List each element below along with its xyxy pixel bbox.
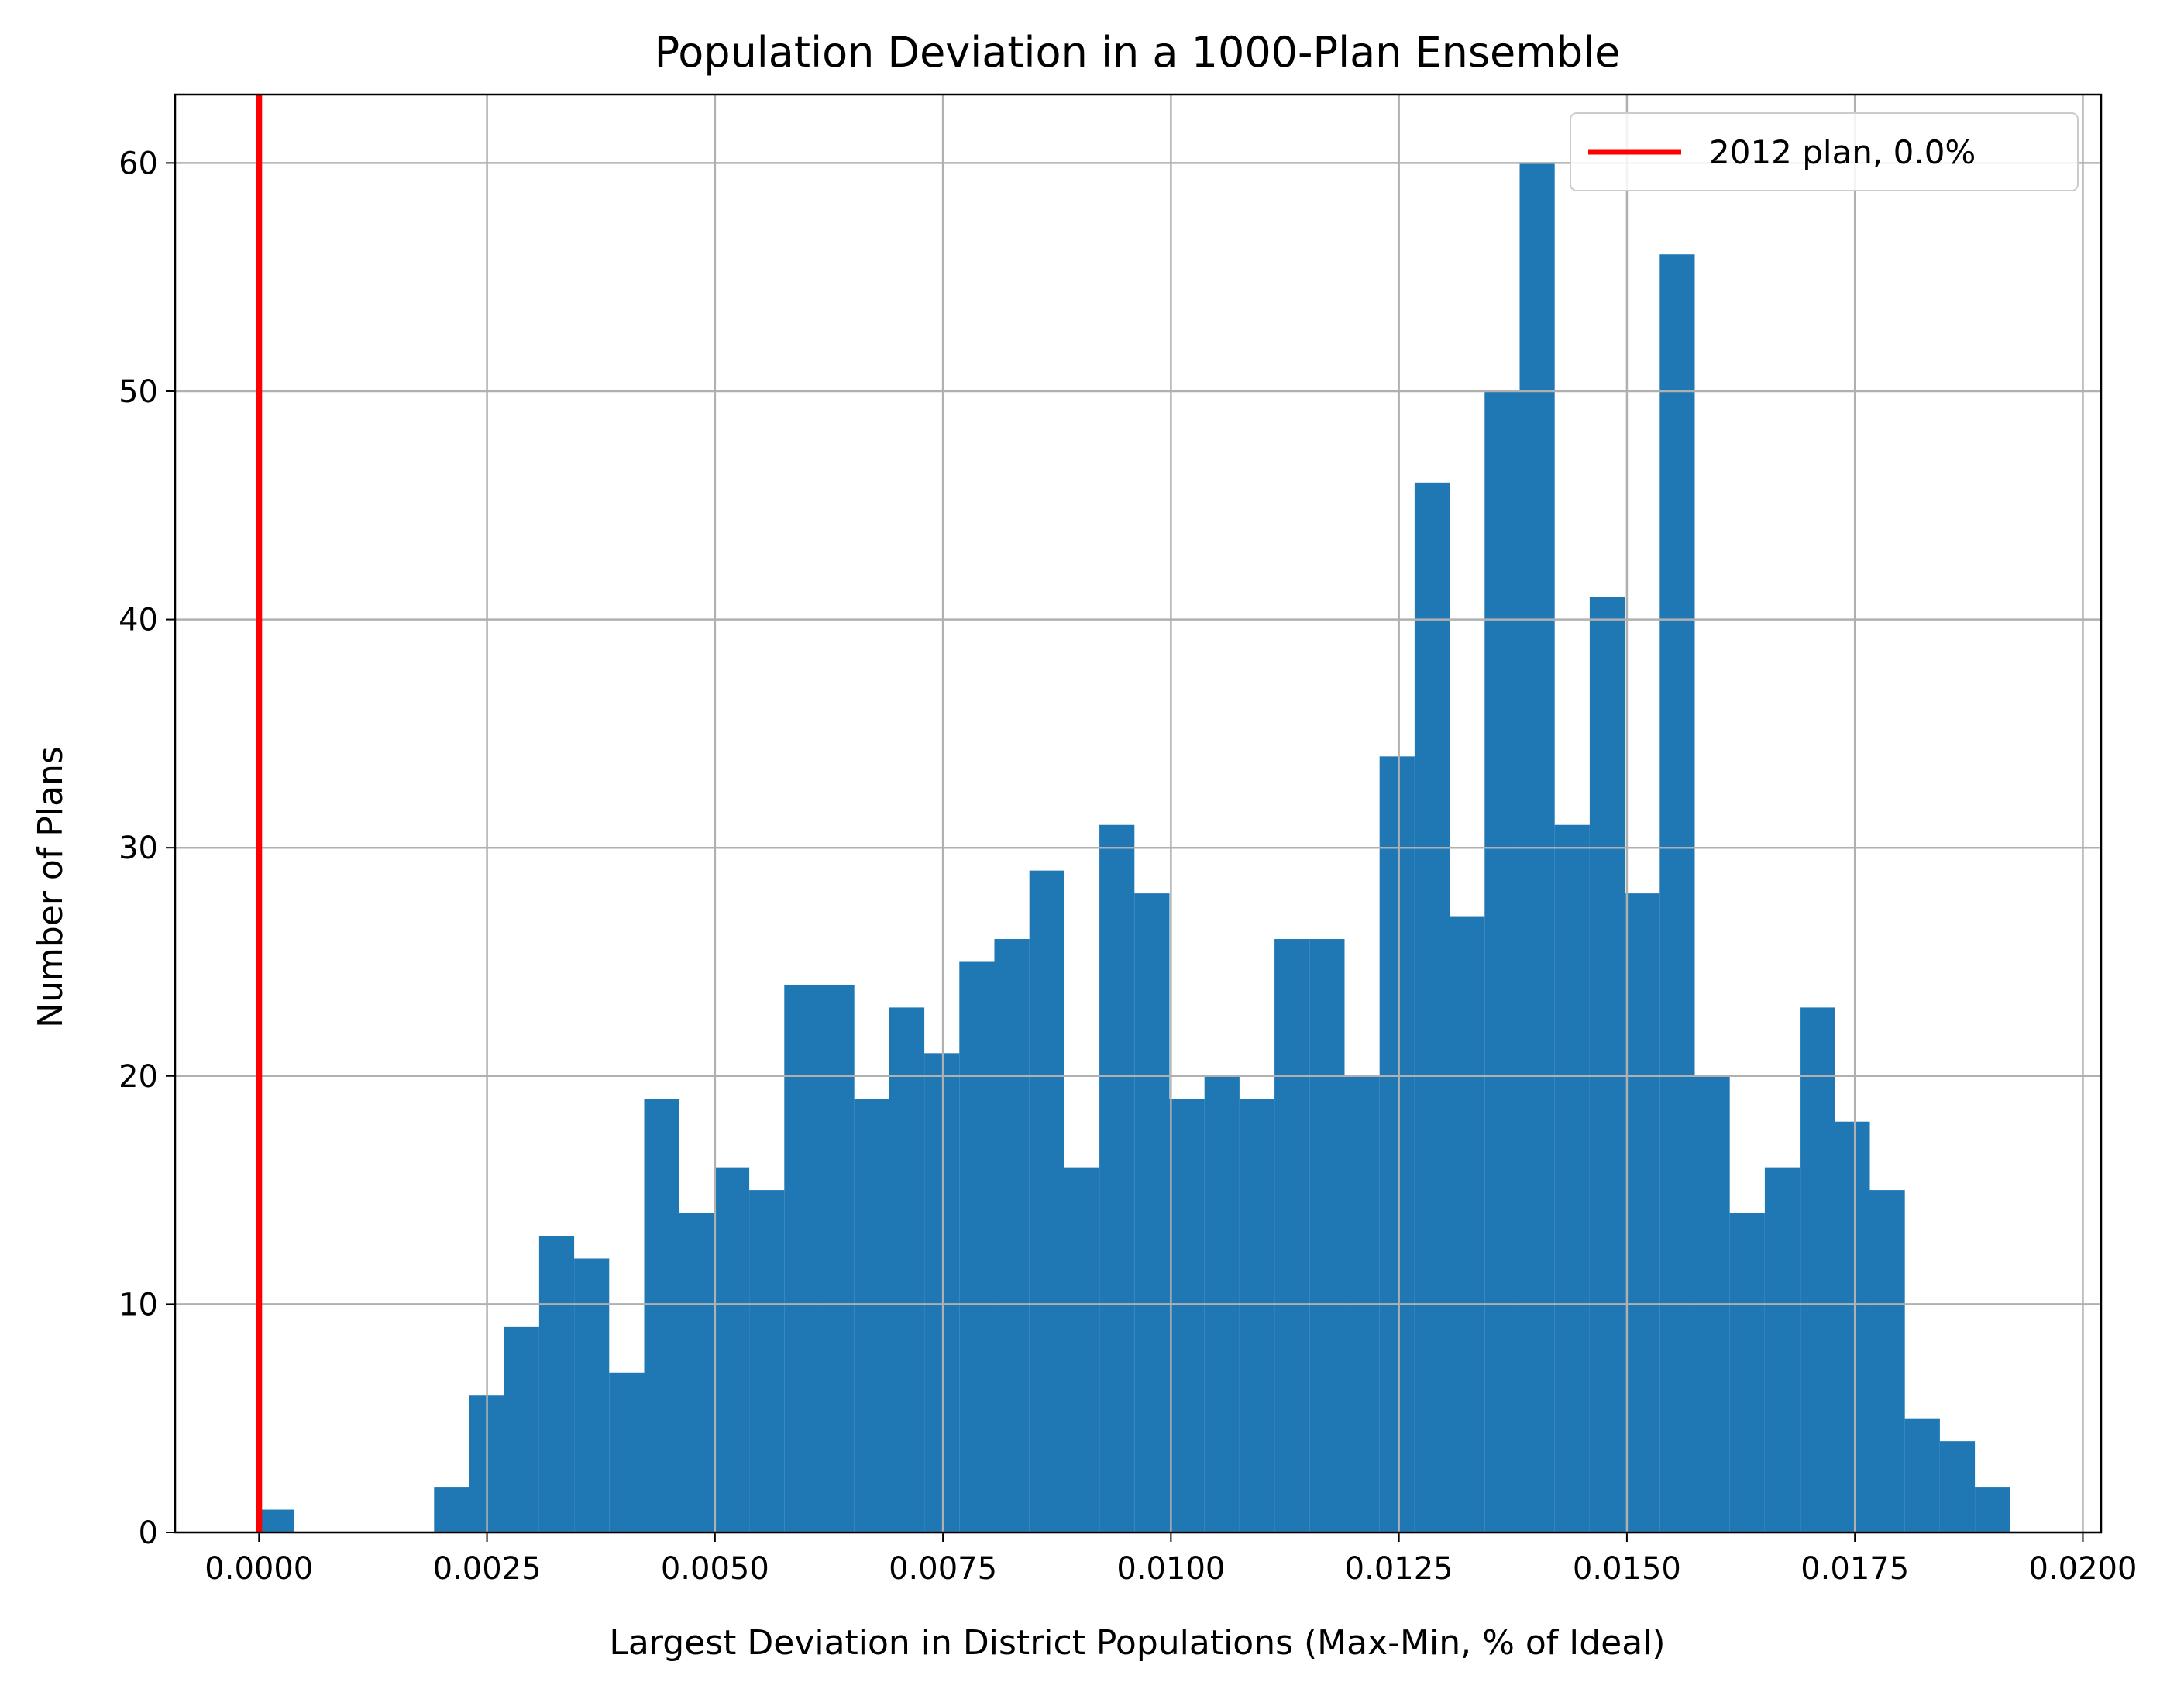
histogram-bar (1484, 390, 1520, 1532)
x-tick-label: 0.0175 (1801, 1551, 1909, 1587)
histogram-bar (994, 939, 1030, 1532)
x-tick-label: 0.0075 (889, 1551, 997, 1587)
histogram-bar (889, 1007, 925, 1532)
histogram-bar (1309, 939, 1345, 1532)
x-tick-label: 0.0200 (2028, 1551, 2137, 1587)
axes-frame (174, 93, 2103, 1534)
y-tick-label: 60 (119, 146, 158, 181)
y-tick-label: 40 (119, 603, 158, 638)
y-tick-label: 50 (119, 374, 158, 410)
histogram-bar (644, 1099, 679, 1532)
histogram-bar (959, 961, 995, 1532)
histogram-bar (1134, 893, 1170, 1532)
x-tick-label: 0.0050 (661, 1551, 769, 1587)
histogram-bar (1904, 1418, 1940, 1532)
histogram-bar (1975, 1487, 2010, 1532)
histogram-bar (1589, 597, 1625, 1533)
histogram-bar (714, 1167, 750, 1532)
y-tick-label: 20 (119, 1059, 158, 1095)
histogram-bar (1835, 1121, 1870, 1532)
x-tick-label: 0.0100 (1116, 1551, 1225, 1587)
y-tick-label: 10 (119, 1287, 158, 1323)
histogram-bar (1939, 1441, 1976, 1532)
y-tick-label: 30 (119, 831, 158, 866)
x-tick-label: 0.0125 (1345, 1551, 1453, 1587)
legend-box (1570, 112, 2079, 191)
x-tick-label: 0.0000 (205, 1551, 313, 1587)
x-tick-label: 0.0150 (1573, 1551, 1681, 1587)
legend-label: 2012 plan, 0.0% (1709, 133, 1976, 171)
histogram-bar (1239, 1099, 1275, 1532)
histogram-bar (1729, 1213, 1765, 1532)
histogram-bar (1274, 939, 1310, 1532)
histogram-bar (1379, 756, 1415, 1532)
histogram-bar (1450, 916, 1485, 1532)
histogram-bar (504, 1326, 539, 1532)
histogram-bar (538, 1236, 575, 1532)
histogram-bar (574, 1258, 610, 1532)
y-tick-label: 0 (139, 1515, 158, 1551)
histogram-bar (1029, 870, 1064, 1532)
histogram-bar (924, 1053, 960, 1532)
chart-title: Population Deviation in a 1000-Plan Ense… (655, 28, 1621, 77)
x-axis-label: Largest Deviation in District Population… (609, 1623, 1665, 1663)
histogram-bar (1064, 1167, 1100, 1532)
histogram-bar (1625, 893, 1660, 1532)
histogram-bar (609, 1372, 645, 1532)
histogram-bar (1659, 254, 1695, 1533)
histogram-bar (434, 1487, 469, 1532)
histogram-bar (1800, 1007, 1835, 1532)
histogram-bar (819, 984, 855, 1532)
histogram-bar (1414, 482, 1450, 1532)
legend: 2012 plan, 0.0% (1570, 112, 2079, 191)
x-tick-label: 0.0025 (433, 1551, 542, 1587)
histogram-bar (854, 1099, 889, 1532)
histogram-bar (1169, 1099, 1205, 1532)
histogram-bar (784, 984, 820, 1532)
histogram-bar (1764, 1167, 1801, 1532)
histogram-bar (1554, 824, 1590, 1532)
histogram-bar (1869, 1190, 1905, 1532)
histogram-bar (259, 1509, 294, 1532)
plot-area: 0.0000 0.0025 0.0050 0.0075 0.0100 0.0125 0.01… (119, 93, 2137, 1587)
histogram-bar (749, 1190, 785, 1532)
histogram-bar (1099, 824, 1135, 1532)
histogram-bar (679, 1213, 714, 1532)
y-axis-label: Number of Plans (31, 746, 71, 1028)
